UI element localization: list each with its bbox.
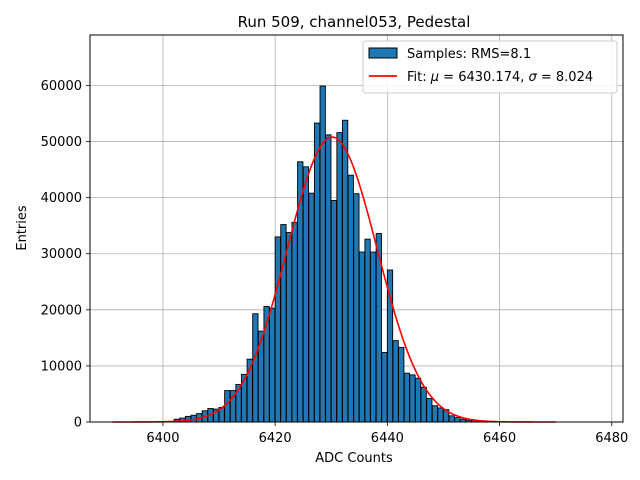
- chart-title: Run 509, channel053, Pedestal: [238, 13, 471, 31]
- x-tick-label-1: 6420: [259, 431, 292, 446]
- histogram-bar: [347, 174, 354, 423]
- legend-hist-swatch: [368, 47, 398, 59]
- plot-frame: [89, 34, 624, 423]
- legend-mu-value: = 6430.174,: [439, 70, 528, 85]
- histogram-bar: [370, 251, 377, 423]
- x-axis-label: ADC Counts: [315, 451, 393, 466]
- y-tick-label-6: 60000: [41, 79, 82, 94]
- histogram-bar: [403, 372, 410, 423]
- x-tick-label-3: 6460: [483, 431, 516, 446]
- legend-sigma-value: = 8.024: [537, 70, 593, 85]
- y-tick-label-0: 0: [74, 416, 82, 431]
- histogram-bar: [291, 221, 298, 423]
- legend-sigma-symbol: σ: [529, 70, 538, 85]
- y-tick-label-3: 30000: [41, 247, 82, 262]
- histogram-bar: [336, 132, 343, 423]
- histogram-bar: [319, 85, 326, 423]
- histogram-bar: [381, 352, 388, 423]
- histogram-bar: [454, 417, 461, 423]
- histogram-bar: [353, 193, 360, 423]
- x-axis-ticks: 6400 6420 6440 6460 6480: [146, 422, 628, 446]
- y-tick-label-1: 10000: [41, 359, 82, 374]
- histogram-bar: [313, 122, 321, 423]
- histogram-bar: [252, 313, 259, 423]
- x-tick-label-2: 6440: [371, 431, 404, 446]
- y-tick-label-5: 50000: [41, 135, 82, 150]
- histogram-bar: [409, 374, 416, 423]
- histogram-bar: [274, 236, 281, 423]
- histogram-bar: [420, 386, 427, 423]
- histogram-bar: [437, 407, 444, 423]
- histogram-bar: [392, 340, 399, 423]
- histogram-bar: [358, 251, 366, 423]
- histogram-bar: [426, 397, 433, 423]
- histogram-bar: [308, 192, 315, 423]
- histogram-bar: [414, 377, 422, 423]
- legend-fit-prefix: Fit:: [407, 70, 431, 85]
- histogram-bar: [285, 231, 293, 423]
- y-axis-label: Entries: [15, 205, 30, 251]
- y-axis-ticks: 0 10000 20000 30000 40000 50000 60000: [41, 79, 90, 431]
- legend-mu-symbol: μ: [430, 70, 439, 85]
- fit-curve: [112, 136, 556, 423]
- legend: Samples: RMS=8.1 Fit: μ = 6430.174, σ = …: [362, 40, 618, 94]
- histogram-bar: [224, 390, 231, 423]
- histogram-bar: [325, 134, 332, 423]
- legend-hist-label: Samples: RMS=8.1: [407, 47, 531, 62]
- x-tick-label-0: 6400: [146, 431, 179, 446]
- histogram-bar: [342, 119, 349, 423]
- histogram-bar: [330, 200, 338, 423]
- y-tick-label-4: 40000: [41, 191, 82, 206]
- histogram-bar: [448, 415, 455, 423]
- histogram-bar: [364, 238, 371, 423]
- x-tick-label-4: 6480: [595, 431, 628, 446]
- histogram-bar: [398, 346, 405, 423]
- histogram-bar: [302, 166, 309, 423]
- legend-box: [362, 40, 618, 94]
- y-tick-label-2: 20000: [41, 303, 82, 318]
- histogram-bar: [269, 307, 276, 423]
- histogram-bar: [431, 405, 439, 423]
- legend-fit-label: Fit: μ = 6430.174, σ = 8.024: [407, 70, 593, 85]
